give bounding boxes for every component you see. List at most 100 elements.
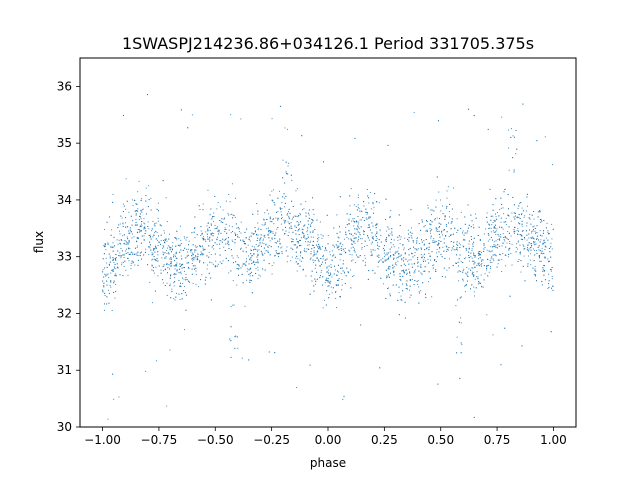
data-point (169, 247, 171, 249)
data-point (357, 240, 359, 242)
data-point (502, 252, 504, 254)
data-point (310, 218, 312, 220)
data-point (261, 242, 263, 244)
data-point (216, 244, 218, 246)
data-point (357, 204, 359, 206)
data-point (191, 252, 193, 254)
data-point (143, 235, 145, 237)
data-point (505, 246, 507, 248)
data-point (349, 250, 351, 252)
data-point (307, 223, 309, 225)
data-point (492, 209, 494, 211)
data-point (535, 243, 537, 245)
data-point (361, 210, 363, 212)
data-point (517, 208, 519, 210)
data-point (322, 255, 324, 257)
data-point (109, 216, 111, 218)
data-point (120, 215, 122, 217)
data-point (400, 295, 402, 297)
data-point (392, 264, 394, 266)
data-point (248, 238, 250, 240)
data-point (130, 262, 132, 264)
data-point (154, 251, 156, 253)
data-point (435, 230, 437, 232)
data-point (206, 236, 208, 238)
data-point (378, 239, 380, 241)
data-point (536, 225, 538, 227)
data-point (406, 288, 408, 290)
data-point (318, 243, 320, 245)
data-point (465, 285, 467, 287)
data-point (344, 252, 346, 254)
data-point (326, 258, 328, 260)
data-point (113, 262, 115, 264)
data-point (543, 220, 545, 222)
data-point (470, 252, 472, 254)
data-point (247, 268, 249, 270)
data-point (328, 293, 330, 295)
data-point (345, 234, 347, 236)
data-point (151, 269, 153, 271)
data-point (299, 239, 301, 241)
data-point (123, 205, 125, 207)
data-point (403, 260, 405, 262)
data-point (106, 303, 108, 305)
data-point (339, 196, 341, 198)
data-point (448, 249, 450, 251)
data-point (452, 233, 454, 235)
data-point (125, 241, 127, 243)
data-point (416, 280, 418, 282)
data-point (383, 256, 385, 258)
data-point (423, 253, 425, 255)
data-point (401, 299, 403, 301)
data-point (508, 215, 510, 217)
data-point (423, 240, 425, 242)
data-point (279, 207, 281, 209)
data-point (157, 244, 159, 246)
data-point (423, 244, 425, 246)
data-point (272, 219, 274, 221)
data-point (509, 295, 511, 297)
data-point (360, 226, 362, 228)
data-point (156, 258, 158, 260)
data-point (242, 250, 244, 252)
data-point (125, 269, 127, 271)
data-point (162, 180, 164, 182)
data-point (180, 285, 182, 287)
data-point (273, 262, 275, 264)
data-point (363, 201, 365, 203)
data-point (171, 245, 173, 247)
data-point (311, 270, 313, 272)
data-point (268, 234, 270, 236)
data-point (120, 248, 122, 250)
data-point (324, 299, 326, 301)
data-point (195, 274, 197, 276)
data-point (503, 221, 505, 223)
data-point (428, 281, 430, 283)
data-point (319, 221, 321, 223)
data-point (159, 224, 161, 226)
data-point (530, 237, 532, 239)
data-point (118, 255, 120, 257)
data-point (268, 237, 270, 239)
data-point (510, 235, 512, 237)
data-point (399, 273, 401, 275)
data-point (442, 213, 444, 215)
data-point (202, 253, 204, 255)
data-point (148, 234, 150, 236)
data-point (539, 250, 541, 252)
data-point (543, 264, 545, 266)
data-point (263, 235, 265, 237)
data-point (236, 336, 238, 338)
data-point (471, 257, 473, 259)
data-point (325, 248, 327, 250)
data-point (376, 233, 378, 235)
data-point (392, 267, 394, 269)
data-point (152, 236, 154, 238)
data-point (103, 303, 105, 305)
data-point (230, 306, 232, 308)
data-point (295, 257, 297, 259)
y-tick-label: 31 (57, 363, 72, 377)
data-point (324, 250, 326, 252)
data-point (550, 242, 552, 244)
